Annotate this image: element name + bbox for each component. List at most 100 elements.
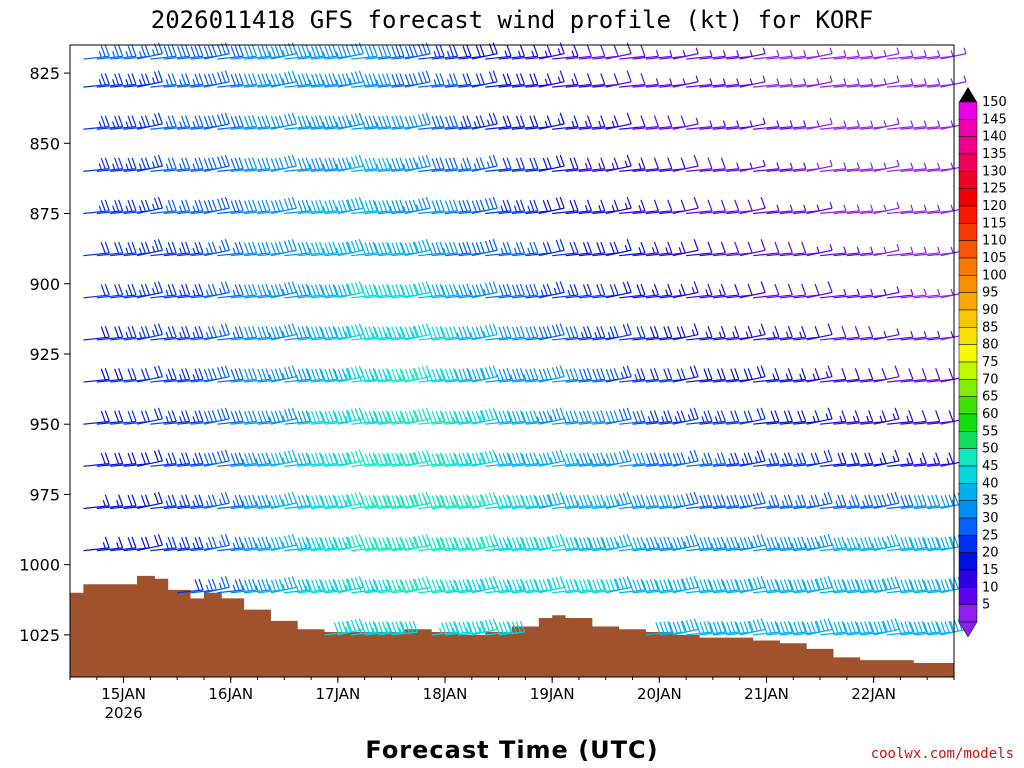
wind-barb-feather: [466, 578, 472, 591]
wind-barb-feather: [720, 536, 726, 549]
wind-barb-half-feather: [349, 78, 353, 85]
wind-barb-feather: [511, 621, 518, 634]
wind-barb-feather: [471, 495, 477, 507]
wind-barb-feather: [261, 410, 267, 423]
wind-barb: [766, 204, 793, 215]
wind-barb-feather: [921, 536, 927, 549]
wind-barb-feather: [494, 580, 500, 592]
wind-barb-feather: [341, 326, 347, 338]
wind-barb-feather: [909, 537, 915, 550]
wind-barb: [806, 365, 833, 383]
wind-barb-feather: [529, 494, 535, 507]
wind-barb-feather: [774, 241, 780, 254]
wind-barb-feather: [114, 73, 120, 86]
wind-barb: [913, 578, 941, 594]
wind-barb-half-feather: [803, 162, 807, 169]
wind-barb: [565, 368, 592, 383]
colorbar-segment: [958, 465, 978, 484]
wind-barb-feather: [708, 580, 715, 592]
wind-barb-half-feather: [812, 415, 816, 423]
wind-barb-half-feather: [504, 50, 508, 57]
wind-barb-feather: [257, 200, 263, 212]
wind-barb-half-feather: [923, 162, 927, 169]
wind-barb-staff: [766, 83, 793, 88]
wind-barb-feather: [341, 73, 347, 86]
wind-barb-feather: [484, 409, 490, 421]
wind-barb-staff: [846, 210, 873, 215]
wind-barb-feather: [596, 579, 602, 591]
wind-barb-feather: [211, 536, 217, 549]
wind-barb-half-feather: [590, 500, 594, 508]
wind-barb-feather: [542, 452, 548, 465]
wind-barb-feather: [360, 200, 366, 213]
wind-barb-half-feather: [165, 331, 169, 339]
wind-barb-staff: [619, 83, 646, 88]
wind-barb-feather: [301, 537, 307, 549]
wind-barb-feather: [396, 496, 402, 508]
wind-barb: [605, 323, 632, 341]
wind-barb-staff: [672, 81, 699, 88]
wind-barb-feather: [297, 579, 303, 592]
wind-barb: [766, 410, 793, 425]
wind-barb-half-feather: [722, 50, 726, 57]
wind-barb-feather: [730, 537, 736, 549]
x-tick-label: 19JAN: [530, 685, 575, 703]
wind-barb: [110, 326, 137, 341]
wind-barb-feather: [525, 368, 531, 381]
wind-barb-feather: [618, 409, 624, 421]
wind-barb-feather: [596, 326, 602, 338]
wind-barb-half-feather: [152, 203, 156, 210]
wind-barb-feather: [659, 621, 665, 634]
wind-barb-half-feather: [179, 458, 183, 465]
wind-barb-feather: [100, 326, 106, 338]
wind-barb-feather: [506, 494, 512, 506]
wind-barb-half-feather: [138, 331, 143, 339]
wind-barb-half-feather: [192, 79, 196, 86]
wind-barb: [565, 578, 592, 594]
wind-barb-feather: [283, 198, 290, 210]
wind-barb-feather: [211, 45, 217, 57]
colorbar-label: 110: [982, 234, 1007, 249]
wind-barb: [83, 283, 110, 299]
wind-barb: [311, 115, 338, 130]
wind-barb-staff: [886, 83, 913, 88]
wind-barb-half-feather: [910, 204, 914, 212]
wind-barb-feather: [444, 368, 451, 381]
wind-barb: [686, 157, 713, 172]
wind-barb-half-feather: [500, 247, 504, 254]
wind-barb-feather: [421, 576, 427, 589]
wind-barb-feather: [224, 365, 230, 377]
wind-barb-feather: [538, 368, 544, 381]
wind-barb-half-feather: [452, 416, 456, 424]
wind-barb-feather: [248, 537, 254, 549]
wind-barb-feather: [157, 407, 163, 419]
wind-barb-feather: [283, 282, 290, 295]
wind-barb-half-feather: [179, 500, 183, 507]
wind-barb-half-feather: [479, 458, 483, 465]
wind-barb-feather: [632, 453, 638, 465]
wind-barb-feather: [533, 410, 539, 422]
wind-barb-feather: [278, 326, 284, 338]
wind-barb: [806, 323, 833, 341]
wind-barb-feather: [747, 494, 753, 506]
wind-barb-feather: [586, 368, 592, 380]
wind-barb-feather: [412, 115, 418, 127]
wind-barb-feather: [653, 536, 659, 549]
wind-barb-feather: [480, 452, 487, 464]
wind-barb-half-feather: [856, 78, 860, 85]
wind-barb-feather: [783, 537, 789, 549]
wind-barb-feather: [569, 579, 575, 591]
wind-barb-half-feather: [785, 373, 789, 380]
wind-barb-feather: [739, 495, 745, 507]
wind-barb: [886, 78, 914, 88]
wind-barb-feather: [707, 157, 713, 169]
wind-barb-feather: [484, 535, 490, 548]
wind-barb-feather: [881, 620, 887, 633]
wind-barb-feather: [515, 242, 522, 254]
wind-barb-half-feather: [571, 78, 575, 86]
wind-barb-feather: [311, 326, 317, 339]
wind-barb-feather: [538, 453, 544, 465]
wind-barb-half-feather: [205, 247, 210, 254]
wind-barb: [284, 45, 311, 60]
